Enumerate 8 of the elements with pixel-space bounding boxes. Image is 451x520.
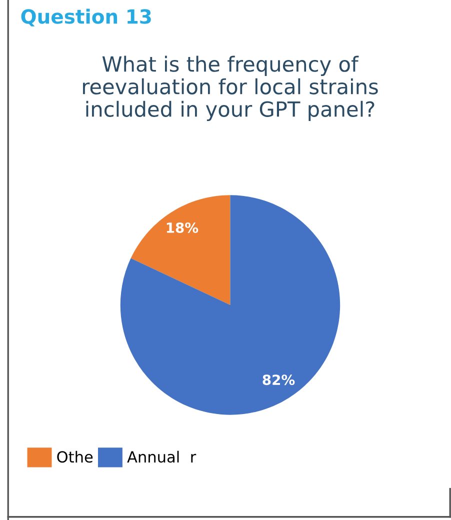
- chart-title: Question 13: [21, 8, 151, 26]
- legend-label: Annual r: [127, 450, 196, 463]
- legend-label: Othe: [57, 450, 93, 463]
- chart-subtitle: What is the frequency of reevaluation for local strains included in your GPT panel?: [83, 56, 378, 122]
- data-label: 18%: [166, 222, 198, 233]
- data-label: 82%: [262, 374, 295, 386]
- pie-slice: [130, 195, 230, 305]
- pie-slice: [120, 195, 340, 415]
